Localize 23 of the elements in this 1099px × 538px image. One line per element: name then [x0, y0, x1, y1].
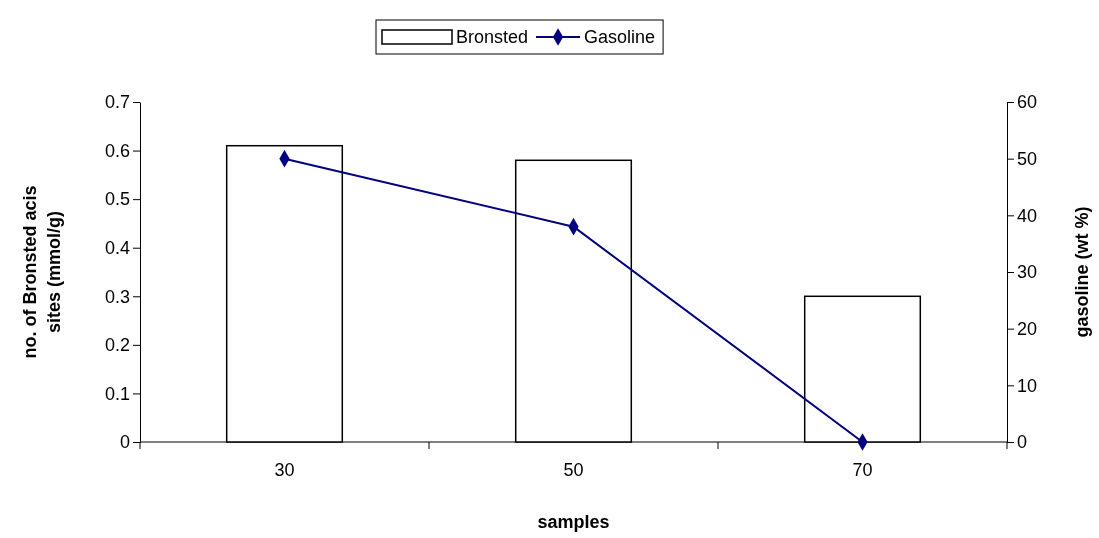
y2-tick-label: 20 [1017, 318, 1038, 339]
x-axis-title: samples [537, 512, 610, 532]
y-tick-label: 0.3 [104, 286, 130, 307]
y-tick-label: 0.2 [104, 335, 130, 356]
y2-tick-label: 50 [1017, 148, 1038, 169]
y2-tick-label: 30 [1017, 262, 1038, 283]
legend-label: Gasoline [584, 27, 656, 47]
y-tick-label: 0.1 [104, 383, 130, 404]
y-tick-label: 0.4 [104, 237, 130, 258]
y2-tick-label: 60 [1017, 92, 1038, 113]
y-axis-title: no. of Bronsted acis sites (mmol/g) [20, 185, 64, 359]
y2-axis-title: gasoline (wt %) [1072, 206, 1092, 338]
x-tick-label: 70 [852, 460, 873, 480]
legend-label: Bronsted [456, 27, 529, 47]
x-tick-label: 30 [274, 460, 295, 480]
y-tick-label: 0.6 [104, 140, 130, 161]
y-tick-label: 0 [119, 432, 130, 453]
y2-tick-label: 10 [1017, 375, 1038, 396]
x-tick-label: 50 [563, 460, 584, 480]
y-tick-label: 0.5 [104, 189, 130, 210]
y2-tick-label: 40 [1017, 205, 1038, 226]
y2-tick-label: 0 [1017, 432, 1028, 453]
y-tick-label: 0.7 [104, 92, 130, 113]
